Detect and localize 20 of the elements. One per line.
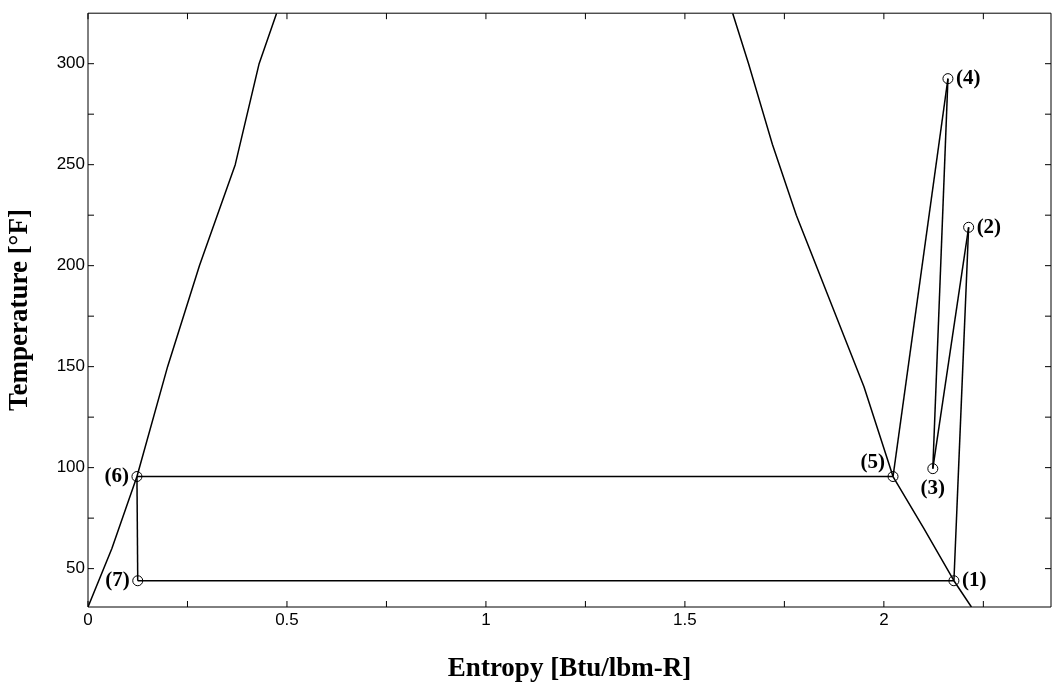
- annotation: (4): [955, 65, 981, 90]
- x-tick-label: 0: [83, 609, 93, 629]
- y-tick-label: 150: [56, 356, 85, 376]
- annotation: (2): [976, 213, 1002, 238]
- annotation: (1): [961, 567, 987, 592]
- x-tick-label: 2: [879, 609, 889, 629]
- x-tick-label: 1.5: [673, 609, 697, 629]
- y-tick-label: 250: [56, 154, 85, 174]
- y-tick-label: 300: [56, 53, 85, 73]
- annotation: (6): [104, 462, 129, 487]
- y-tick-label: 100: [56, 457, 85, 477]
- y-tick-label: 200: [56, 255, 85, 275]
- annotation: (7): [105, 567, 130, 592]
- annotation: (3): [920, 475, 946, 500]
- x-tick-label: 1: [481, 609, 491, 629]
- x-axis-title: Entropy [Btu/lbm-R]: [447, 651, 692, 682]
- x-tick-label: 0.5: [275, 609, 299, 629]
- annotation: (5): [860, 448, 886, 473]
- y-axis-title: Temperature [°F]: [3, 209, 34, 412]
- y-tick-label: 50: [66, 558, 85, 578]
